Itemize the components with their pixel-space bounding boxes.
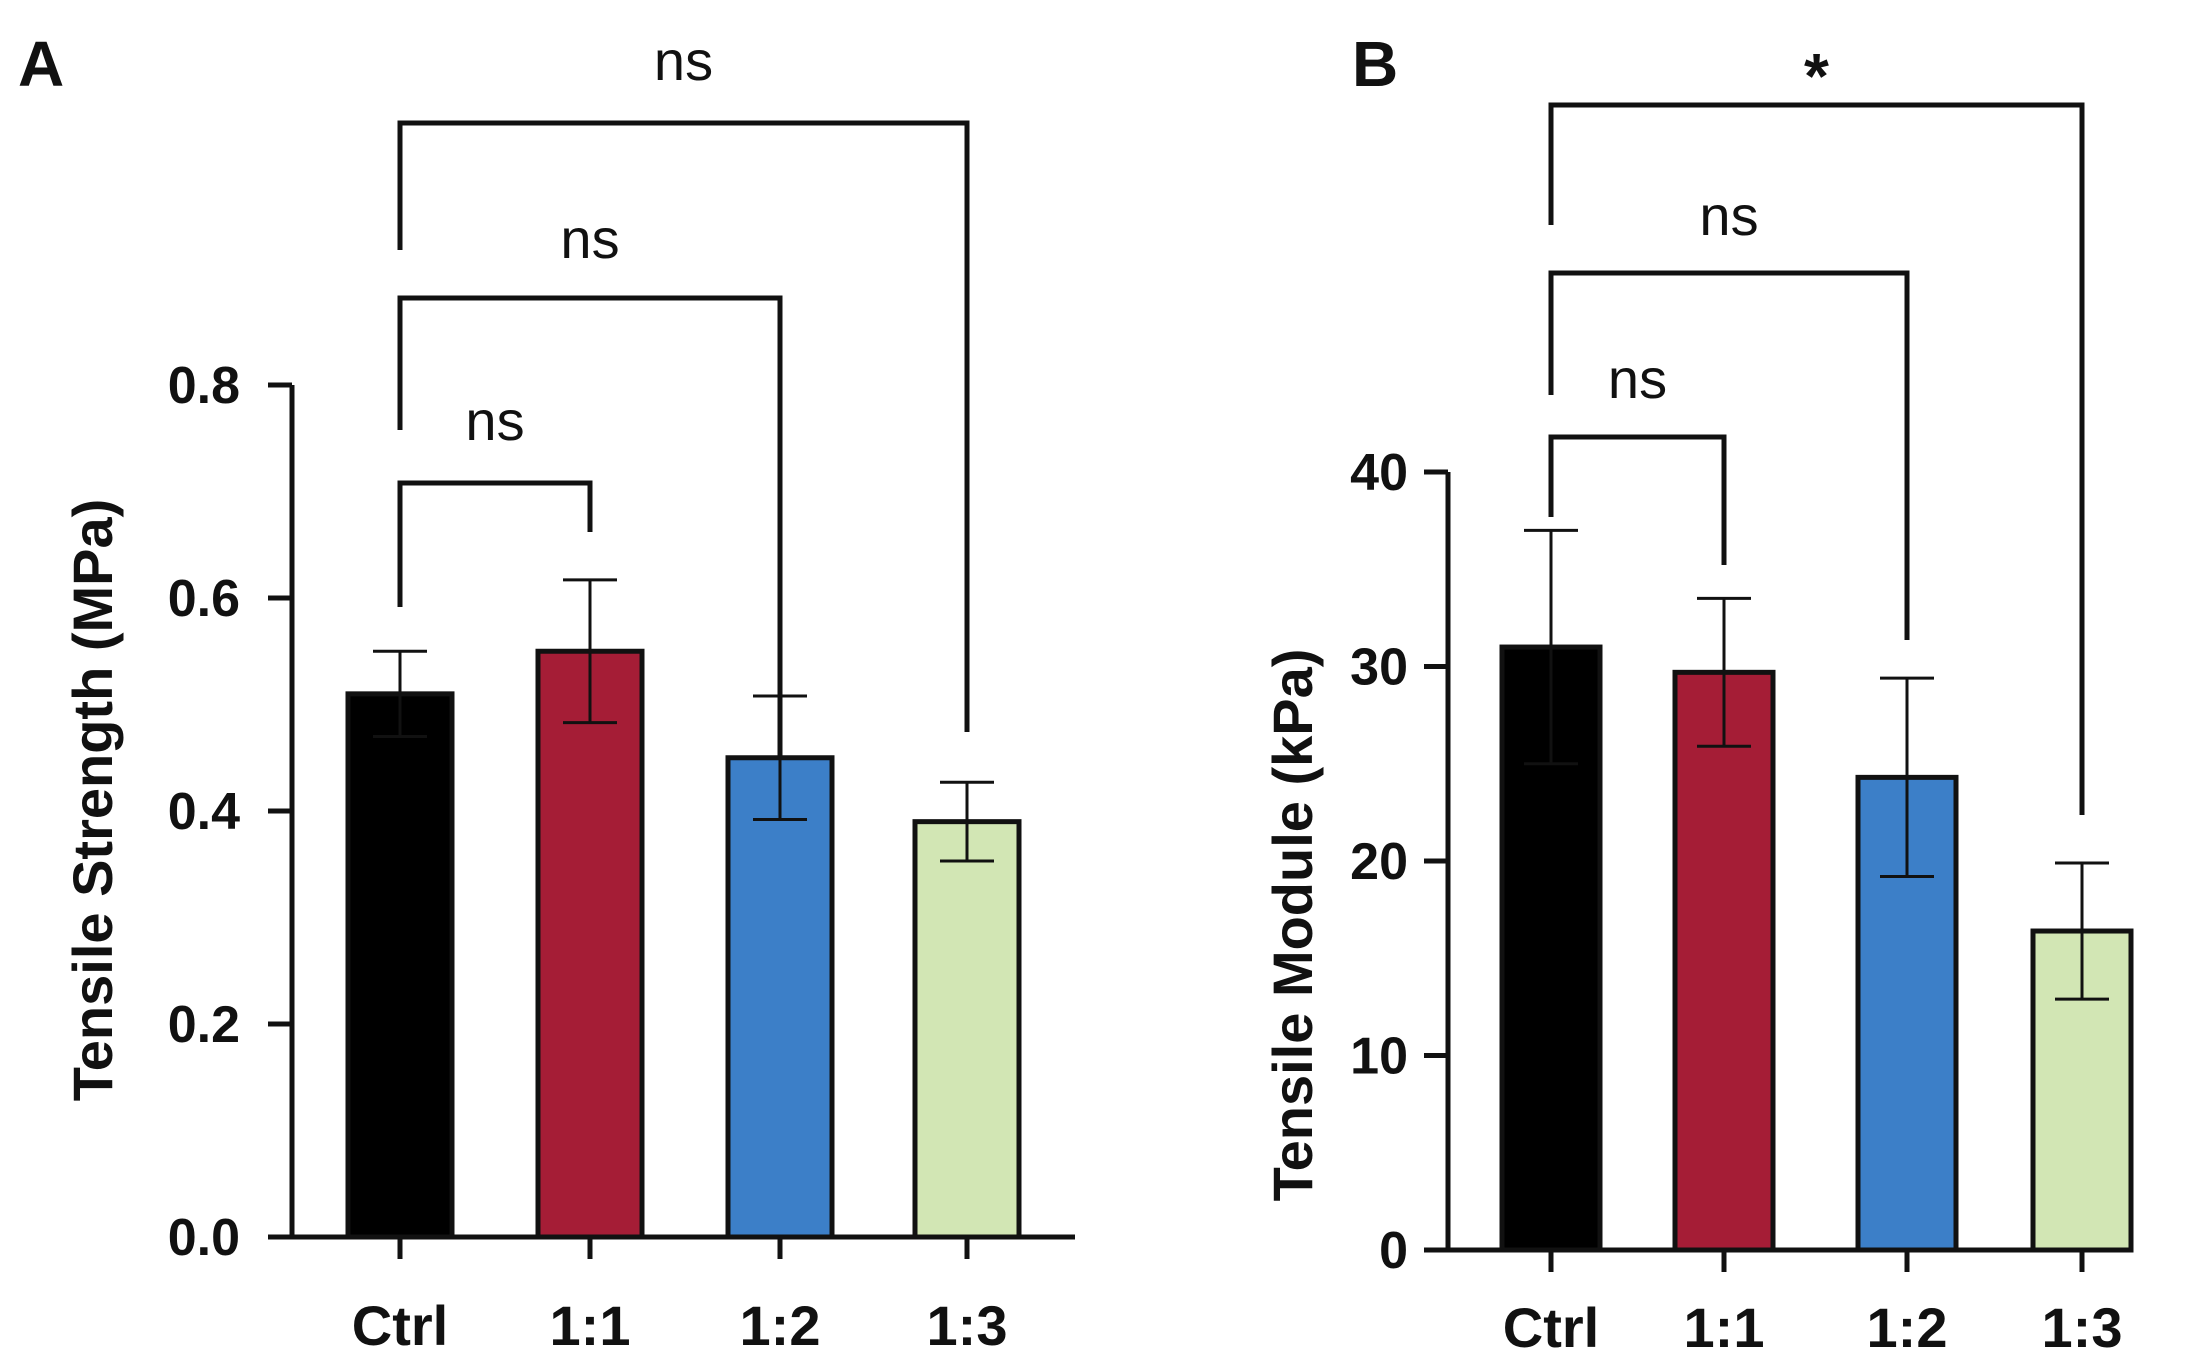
panel-a-category-label: 1:3 <box>927 1294 1008 1357</box>
panel-a-y-tick-label: 0.0 <box>168 1209 240 1267</box>
panel-a-bar <box>345 691 455 1240</box>
panel-a: A Tensile Strength (MPa) 0.0 0.2 0.4 0.6 0.8… <box>18 28 1075 1357</box>
panel-a-label: A <box>18 28 64 100</box>
panel-a-bar <box>535 648 645 1240</box>
panel-b-sig-label: ns <box>1699 184 1758 247</box>
panel-a-y-tick-label: 0.6 <box>168 570 240 628</box>
panel-b-sig-label: * <box>1804 40 1829 112</box>
panel-a-sig-bracket <box>397 295 783 757</box>
panel-b-bar <box>1672 669 1776 1253</box>
panel-a-y-tick-label: 0.2 <box>168 996 240 1054</box>
panel-b-ylabel: Tensile Module (kPa) <box>1261 649 1324 1202</box>
panel-b-category-label: 1:2 <box>1867 1296 1948 1359</box>
panel-a-bar <box>725 755 835 1240</box>
panel-a-bar <box>912 819 1022 1240</box>
panel-b-y-tick-label: 10 <box>1350 1028 1408 1086</box>
panel-a-category-label: Ctrl <box>352 1294 448 1357</box>
panel-b-y-tick-label: 0 <box>1379 1222 1408 1280</box>
panel-b-y-tick-label: 20 <box>1350 833 1408 891</box>
panel-a-sig-label: ns <box>560 207 619 270</box>
panel-b-category-label: 1:1 <box>1684 1296 1765 1359</box>
panel-a-category-label: 1:1 <box>550 1294 631 1357</box>
panel-b-y-tick-label: 30 <box>1350 639 1408 697</box>
panel-b-category-label: Ctrl <box>1503 1296 1599 1359</box>
panel-b-sig-bracket <box>1548 270 1910 640</box>
panel-a-y-tick-label: 0.8 <box>168 357 240 415</box>
panel-a-category-label: 1:2 <box>740 1294 821 1357</box>
panel-b: B Tensile Module (kPa) 0 10 20 30 40 Ctrl 1:1 1… <box>1261 28 2134 1359</box>
panel-b-sig-bracket <box>1548 434 1727 565</box>
panel-b-sig-bracket <box>1548 102 2085 815</box>
panel-a-sig-label: ns <box>654 29 713 92</box>
panel-a-ylabel: Tensile Strength (MPa) <box>61 499 124 1102</box>
panel-b-y-tick-label: 40 <box>1350 444 1408 502</box>
panel-b-label: B <box>1352 28 1398 100</box>
panel-a-sig-bracket <box>397 480 593 607</box>
panel-a-y-tick-label: 0.4 <box>168 783 240 841</box>
panel-a-sig-bracket <box>397 120 970 732</box>
panel-b-sig-label: ns <box>1608 347 1667 410</box>
panel-a-sig-label: ns <box>465 389 524 452</box>
panel-b-category-label: 1:3 <box>2042 1296 2123 1359</box>
